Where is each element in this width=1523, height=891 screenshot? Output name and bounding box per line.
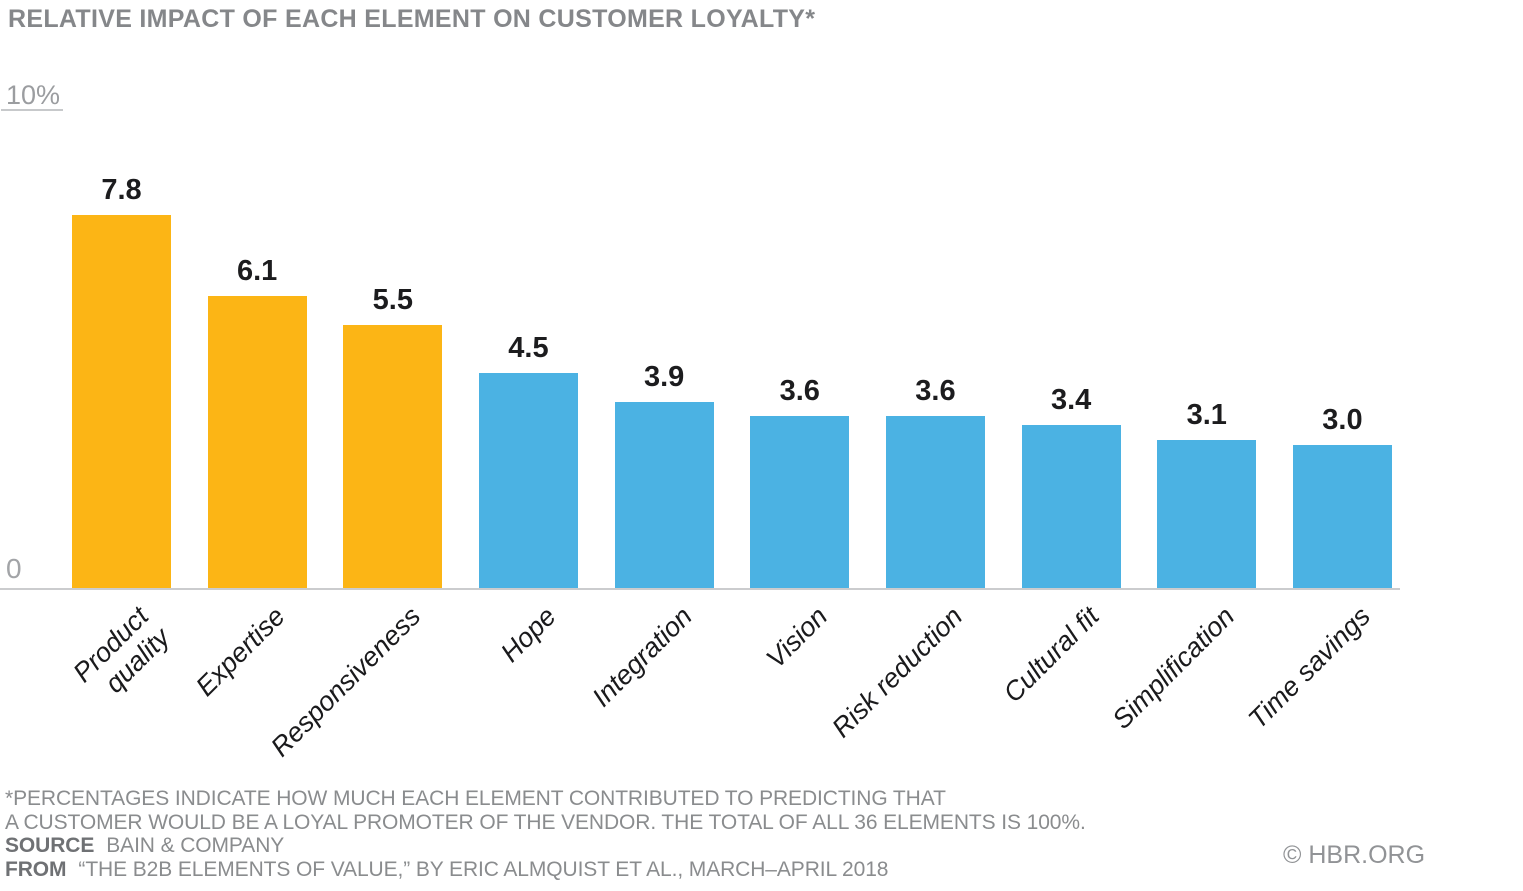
value-label-responsiveness: 5.5 (372, 284, 413, 317)
x-label-cultural-fit: Cultural fit (997, 601, 1105, 709)
footnote-line-1: *PERCENTAGES INDICATE HOW MUCH EACH ELEM… (5, 787, 946, 810)
x-label-responsiveness: Responsiveness (264, 601, 427, 763)
source-value: BAIN & COMPANY (106, 834, 285, 857)
bar-risk-reduction (885, 415, 985, 588)
copyright-hbr: © HBR.ORG (1283, 841, 1426, 869)
value-label-risk-reduction: 3.6 (915, 374, 956, 407)
x-label-integration: Integration (585, 601, 698, 713)
y-max-tick (1, 109, 63, 111)
x-label-simplification: Simplification (1106, 601, 1240, 735)
x-label-expertise: Expertise (189, 601, 291, 702)
footnote: *PERCENTAGES INDICATE HOW MUCH EACH ELEM… (5, 787, 1086, 881)
source-label: SOURCE (5, 834, 95, 857)
value-label-simplification: 3.1 (1186, 398, 1227, 431)
from-value: “THE B2B ELEMENTS OF VALUE,” BY ERIC ALM… (78, 857, 889, 881)
x-label-time-savings: Time savings (1242, 601, 1376, 735)
y-zero-label: 0 (6, 553, 22, 584)
x-label-vision: Vision (760, 601, 834, 674)
x-label-product-quality: Product quality (67, 601, 176, 699)
bar-product-quality (72, 215, 171, 588)
source-row: SOURCE BAIN & COMPANY (5, 834, 1086, 858)
value-label-time-savings: 3.0 (1322, 403, 1363, 436)
chart-title: RELATIVE IMPACT OF EACH ELEMENT ON CUSTO… (8, 5, 816, 33)
bar-responsiveness (343, 325, 443, 588)
value-label-expertise: 6.1 (236, 255, 278, 288)
bar-expertise (207, 296, 307, 588)
footnote-line-2: A CUSTOMER WOULD BE A LOYAL PROMOTER OF … (5, 810, 1086, 834)
bar-cultural-fit (1021, 425, 1121, 588)
y-max-label: 10% (6, 80, 61, 110)
value-label-product-quality: 7.8 (101, 174, 142, 207)
value-label-hope: 4.5 (508, 331, 549, 364)
bar-vision (750, 415, 850, 588)
bar-time-savings (1292, 444, 1392, 588)
x-axis-line (0, 588, 1400, 590)
x-label-risk-reduction: Risk reduction (826, 601, 969, 744)
x-label-hope: Hope (494, 601, 562, 668)
value-label-cultural-fit: 3.4 (1050, 384, 1092, 417)
bar-integration (614, 401, 714, 588)
from-label: FROM (5, 857, 67, 881)
value-label-integration: 3.9 (643, 360, 685, 393)
from-row: FROM “THE B2B ELEMENTS OF VALUE,” BY ERIC… (5, 858, 1086, 882)
bar-hope (478, 372, 578, 588)
bar-simplification (1157, 439, 1257, 588)
value-label-vision: 3.6 (779, 374, 820, 407)
